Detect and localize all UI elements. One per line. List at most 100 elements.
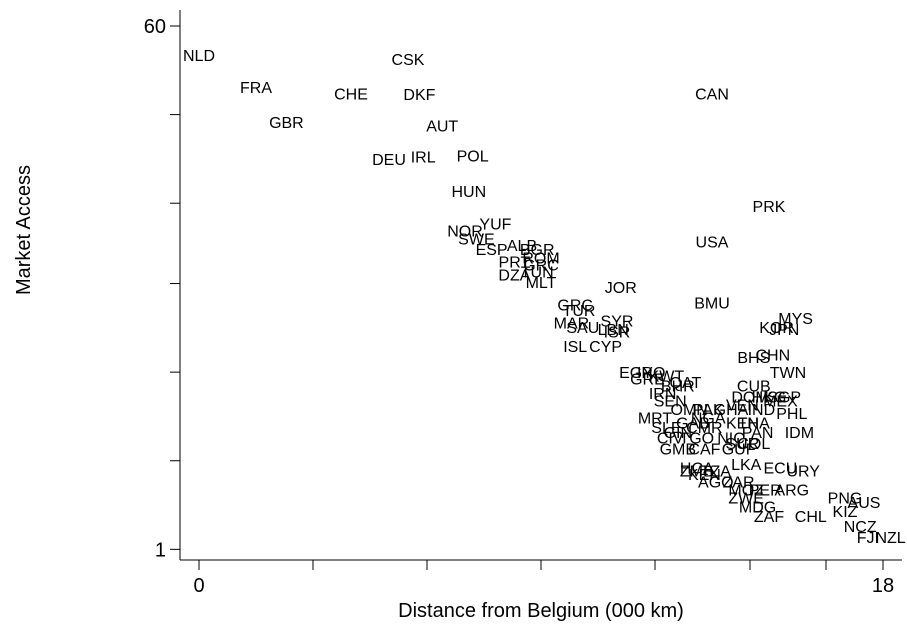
point-label-qat: QAT (670, 375, 702, 392)
point-label-dkf: DKF (403, 87, 435, 104)
point-label-moz: MOZ (728, 482, 764, 499)
point-label-idm: IDM (785, 425, 814, 442)
data-points: NLD FRA CHE CSK DKF GBR CAN AUT DEU IRL POL HUN PRK Y… (183, 48, 906, 547)
x-tick-label: 0 (193, 575, 204, 597)
point-label-pol: POL (457, 148, 489, 165)
point-label-sen: SEN (654, 394, 687, 411)
point-label-irq: IRQ (637, 365, 665, 382)
point-label-pak: PAK (693, 402, 724, 419)
point-label-tun: TUN (521, 264, 554, 281)
point-label-csk: CSK (392, 52, 425, 69)
point-label-tgo: TGO (679, 430, 714, 447)
point-label-prt: PRT (499, 255, 531, 272)
point-label-gmb: GMB (660, 442, 696, 459)
point-label-omn: OMN (671, 402, 708, 419)
point-label-bmu: BMU (694, 295, 730, 312)
point-label-kwt: KWT (649, 368, 685, 385)
point-label-gin: GIN (664, 425, 692, 442)
point-label-esp: ESP (476, 242, 508, 259)
point-label-pan: PAN (742, 425, 774, 442)
point-label-sle: SLE (651, 420, 681, 437)
point-label-kiz: KIZ (833, 504, 858, 521)
point-label-zmb: ZMB (680, 464, 714, 481)
point-label-nzl: NZL (875, 530, 905, 547)
point-label-zar: ZAR (723, 475, 755, 492)
point-label-zwe: ZWE (728, 491, 764, 508)
point-label-kor: KOR (759, 320, 794, 337)
point-label-grc: GRC (557, 297, 593, 314)
point-label-irl: IRL (411, 150, 436, 167)
point-label-dom: DOM (731, 390, 768, 407)
point-label-gha: GHA (714, 402, 749, 419)
point-label-nor: NOR (447, 224, 483, 241)
y-tick-label: 60 (144, 16, 166, 38)
point-label-swe: SWE (458, 231, 494, 248)
point-label-png: PNG (828, 491, 863, 508)
point-label-tur: TUR (563, 303, 596, 320)
point-label-aus: AUS (848, 495, 881, 512)
point-label-nga: NGA (691, 411, 726, 428)
point-label-twn: TWN (770, 365, 806, 382)
point-label-yuf: YUF (479, 216, 511, 233)
point-label-hun: HUN (451, 184, 486, 201)
point-label-per: PER (749, 482, 782, 499)
y-axis-ticks: 1 60 (144, 16, 180, 561)
point-label-gbr: GBR (269, 115, 304, 132)
point-label-ury: URY (786, 464, 820, 481)
point-label-lka: LKA (731, 457, 762, 474)
point-label-civ: CIV (657, 430, 684, 447)
point-label-fji: FJI (857, 530, 879, 547)
point-label-isl: ISL (563, 339, 587, 356)
point-label-mrt: MRT (638, 411, 673, 428)
point-label-mlt: MLT (526, 275, 557, 292)
point-label-tza: TZA (701, 464, 732, 481)
point-label-nic: NIC (717, 430, 745, 447)
point-label-bhs: BHS (737, 350, 770, 367)
point-label-ago: AGO (698, 475, 734, 492)
point-label-isr: ISR (604, 324, 631, 341)
point-label-fra: FRA (240, 80, 272, 97)
point-label-arg: ARG (774, 482, 809, 499)
point-label-phl: PHL (776, 406, 807, 423)
point-label-ken: KEN (726, 415, 759, 432)
point-label-deu: DEU (372, 152, 406, 169)
plot-area: 1 60 0 18 NLD FRA CHE CSK DKF GBR CAN AUT DEU IRL PO… (144, 10, 906, 597)
point-label-mex: MEX (763, 394, 798, 411)
point-label-ncz: NCZ (844, 519, 877, 536)
point-label-rom: ROM (522, 251, 559, 268)
point-label-alb: ALB (507, 238, 537, 255)
point-label-syr: SYR (601, 313, 634, 330)
x-axis-ticks: 0 18 (193, 560, 894, 597)
point-label-zaf: ZAF (754, 509, 784, 526)
point-label-sau: SAU (566, 320, 599, 337)
point-label-hkg: HKG (752, 390, 787, 407)
point-label-gab: GAB (676, 415, 710, 432)
point-label-can: CAN (695, 86, 729, 103)
point-label-gre: GRE (630, 372, 665, 389)
point-label-bhr: BHR (661, 379, 695, 396)
point-label-dza: DZA (498, 267, 530, 284)
point-label-col: COL (737, 436, 770, 453)
point-label-prk: PRK (753, 199, 786, 216)
point-label-hca: HCA (680, 460, 714, 477)
point-label-jpn: JPN (769, 322, 799, 339)
point-label-grc: GRC (523, 257, 559, 274)
point-label-irn: IRN (649, 386, 677, 403)
point-label-chl: CHL (795, 509, 827, 526)
point-label-ven: VEN (726, 398, 759, 415)
point-label-caf: CAF (688, 442, 720, 459)
point-label-sur: SUR (726, 436, 760, 453)
point-label-mar: MAR (554, 315, 590, 332)
y-axis-title: Market Access (13, 165, 35, 295)
point-label-sgp: SGP (767, 390, 801, 407)
point-label-cyp: CYP (589, 339, 622, 356)
point-label-ken: KEN (688, 467, 721, 484)
x-tick-label: 18 (872, 575, 894, 597)
point-label-jor: JOR (605, 280, 637, 297)
point-label-lbn: LBN (598, 322, 629, 339)
point-label-aut: AUT (426, 118, 458, 135)
point-label-nld: NLD (183, 48, 215, 65)
point-label-egy: EGY (619, 365, 653, 382)
x-axis-title: Distance from Belgium (000 km) (398, 600, 684, 622)
